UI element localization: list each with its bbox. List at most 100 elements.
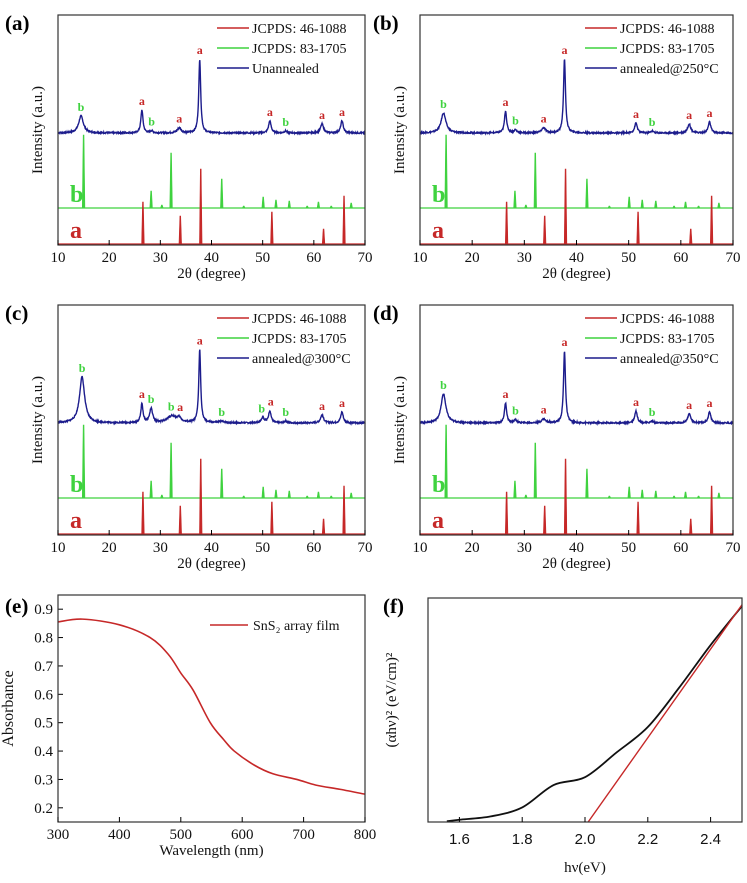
- x-tick-label: 10: [51, 540, 66, 556]
- peak-annotation: a: [339, 105, 345, 119]
- peak-annotation: a: [633, 107, 639, 121]
- reference-b-peak: [585, 178, 589, 209]
- peak-annotation: b: [512, 114, 519, 128]
- x-tick-label: 40: [204, 250, 219, 266]
- reference-b-peak: [607, 495, 612, 499]
- peak-annotation: a: [197, 334, 203, 348]
- legend-label: JCPDS: 83-1705: [252, 42, 347, 57]
- reference-b-peak: [533, 152, 537, 209]
- reference-b-peak: [585, 468, 589, 499]
- x-tick-label: 40: [569, 540, 584, 556]
- x-tick-label: 30: [517, 540, 532, 556]
- panel-label: (d): [373, 301, 399, 325]
- legend-label: JCPDS: 46-1088: [620, 22, 715, 37]
- reference-b-peak: [717, 202, 721, 209]
- y-axis-label: Absorbance: [0, 670, 17, 746]
- reference-b-peak: [717, 492, 721, 499]
- axes-frame: [427, 597, 743, 823]
- reference-b-peak: [220, 178, 224, 209]
- legend-label: JCPDS: 46-1088: [620, 312, 715, 327]
- y-axis-label: (αhν)² (eV/cm)²: [384, 652, 400, 747]
- reference-b-peak: [513, 190, 517, 209]
- reference-b-peak: [683, 491, 688, 499]
- sample-profile-line: [419, 59, 734, 136]
- reference-b-peak: [220, 468, 224, 499]
- x-axis-label: 2θ (degree): [177, 266, 245, 282]
- x-tick-label: 2.2: [637, 831, 658, 848]
- peak-annotation: a: [562, 335, 568, 349]
- reference-a-peak: [710, 195, 714, 245]
- x-tick-label: 30: [517, 250, 532, 266]
- panel-e: (e) 0.2 0.3 0.4 0.5 0.6 0.7 0.8 0.9 SnS₂ array fi…: [0, 594, 376, 859]
- x-axis-label: 2θ (degree): [542, 556, 610, 572]
- series-label-a: a: [70, 508, 82, 534]
- series-label-b: b: [432, 182, 445, 208]
- reference-a-peak: [270, 211, 274, 245]
- x-tick-label: 70: [358, 250, 373, 266]
- peak-annotation: b: [148, 115, 155, 129]
- reference-a-peak: [636, 501, 640, 535]
- peak-annotation: a: [177, 400, 183, 414]
- series-label-a: a: [70, 218, 82, 244]
- reference-b-peak: [349, 492, 353, 499]
- y-axis-label: Intensity (a.u.): [30, 376, 46, 464]
- reference-b-peak: [160, 494, 164, 499]
- y-tick-label: 0.8: [34, 631, 53, 647]
- legend-label: annealed@300°C: [252, 352, 351, 367]
- peak-annotation: b: [258, 401, 265, 415]
- x-tick-label: 30: [153, 540, 168, 556]
- reference-a-peak: [689, 518, 693, 535]
- reference-b-peak: [274, 489, 278, 499]
- peak-annotation: a: [707, 106, 713, 120]
- reference-a-peak: [321, 228, 326, 245]
- reference-b-peak: [305, 205, 309, 209]
- x-tick-label: 10: [413, 540, 428, 556]
- y-tick-label: 0.2: [34, 801, 53, 817]
- x-tick-label: 50: [255, 540, 270, 556]
- reference-b-peak: [349, 202, 353, 209]
- reference-a-peak: [543, 215, 547, 245]
- peak-annotation: b: [440, 97, 447, 111]
- x-tick-label: 20: [465, 250, 480, 266]
- x-axis-label: 2θ (degree): [177, 556, 245, 572]
- peak-annotation: b: [649, 405, 656, 419]
- peak-annotation: a: [633, 395, 639, 409]
- x-tick-label: 20: [102, 250, 117, 266]
- reference-b-peak: [261, 486, 265, 499]
- tauc-curve: [446, 605, 743, 823]
- x-tick-label: 60: [673, 250, 688, 266]
- x-tick-label: 700: [292, 827, 315, 843]
- peak-annotation: b: [649, 115, 656, 129]
- reference-b-peak: [607, 205, 612, 209]
- x-tick-label: 600: [231, 827, 254, 843]
- reference-b-peak: [640, 489, 644, 499]
- reference-a-peak: [636, 211, 640, 245]
- reference-b-peak: [329, 495, 333, 499]
- series-label-a: a: [432, 508, 444, 534]
- reference-a-peak: [178, 215, 182, 245]
- peak-annotation: a: [139, 94, 145, 108]
- peak-annotation: b: [168, 399, 175, 413]
- peak-annotation: a: [503, 95, 509, 109]
- reference-b-peak: [672, 205, 676, 209]
- peak-annotation: a: [176, 112, 182, 126]
- reference-b-peak: [444, 424, 448, 499]
- reference-b-peak: [305, 495, 309, 499]
- peak-annotation: b: [148, 392, 155, 406]
- reference-b-peak: [287, 490, 291, 499]
- y-axis-label: Intensity (a.u.): [30, 86, 46, 174]
- reference-b-peak: [160, 204, 164, 209]
- x-tick-label: 30: [153, 250, 168, 266]
- reference-a-peak: [342, 195, 346, 245]
- reference-a-peak: [689, 228, 693, 245]
- reference-b-peak: [149, 480, 153, 499]
- panel-label: (f): [383, 594, 404, 618]
- x-tick-label: 1.8: [512, 831, 533, 848]
- reference-b-peak: [654, 200, 658, 209]
- reference-a-peak: [141, 491, 145, 535]
- reference-b-peak: [654, 490, 658, 499]
- panel-label: (a): [5, 11, 30, 35]
